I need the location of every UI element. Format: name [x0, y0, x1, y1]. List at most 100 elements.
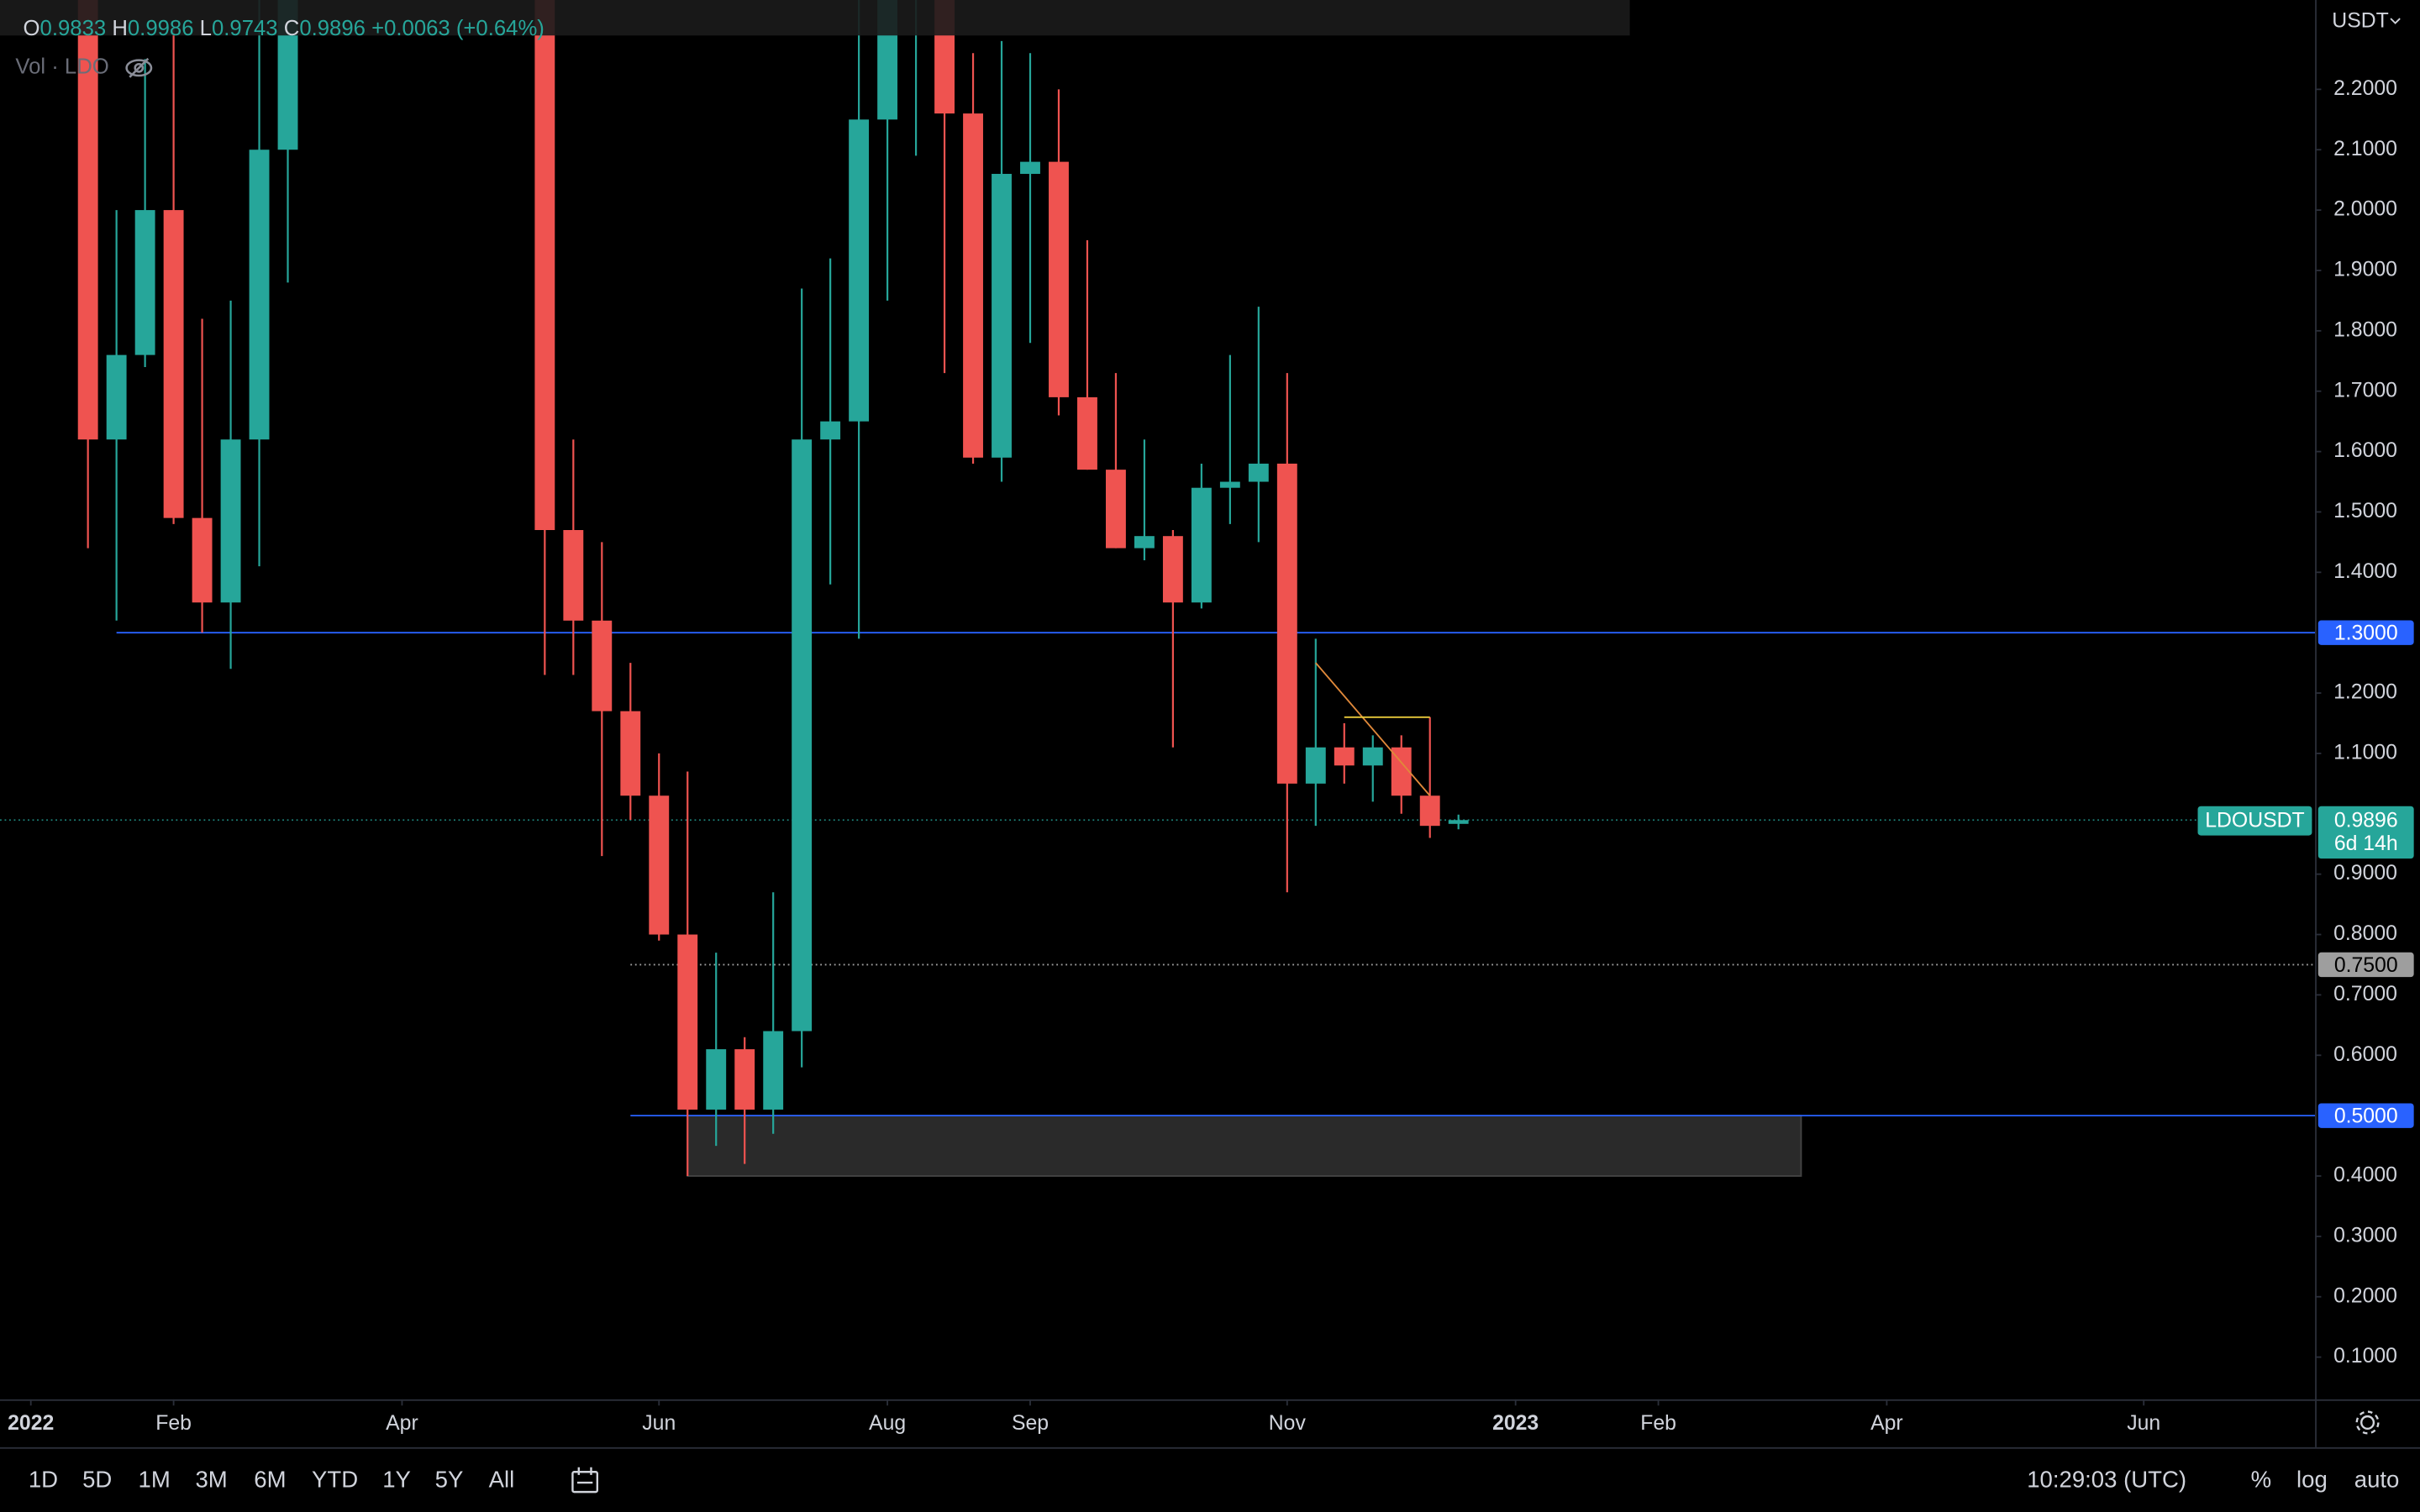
candle-body — [706, 1049, 727, 1110]
candle-body — [77, 0, 98, 440]
last-price-tag — [2317, 806, 2414, 859]
date-range-icon[interactable] — [571, 1467, 599, 1494]
range-button[interactable]: 1Y — [382, 1467, 411, 1493]
candle-body — [620, 711, 641, 796]
toolbar: 1D 5D 1M 3M 6M YTD 1Y 5Y All 10:29:03 (UTC)% log au… — [29, 1467, 2400, 1493]
ohlc-change: +0.0063 (+0.64%) — [371, 17, 544, 40]
candle-body — [1448, 820, 1469, 824]
level-tag — [2317, 620, 2414, 645]
x-tick-label: 2023 — [1492, 1412, 1539, 1435]
y-tick-label: 0.3000 — [2333, 1224, 2397, 1247]
range-button[interactable]: 1M — [139, 1467, 171, 1493]
candle-body — [163, 210, 184, 518]
legend-bar — [0, 0, 1630, 36]
x-tick-label: Jun — [2127, 1412, 2160, 1435]
level-tag — [2317, 1103, 2414, 1128]
ohlc-legend: O0.9833 H0.9986 L0.9743 C0.9896 +0.0063 … — [24, 17, 544, 40]
level-label: 0.5000 — [2334, 1105, 2398, 1128]
plot-area — [0, 0, 2316, 1177]
candle-body — [1134, 536, 1155, 549]
candle-body — [592, 620, 613, 711]
candle-body — [1248, 463, 1269, 482]
candle-body — [1020, 161, 1040, 174]
range-button[interactable]: 6M — [254, 1467, 286, 1493]
last-price-label: 0.9896 — [2334, 810, 2398, 832]
ohlc-key: O — [24, 17, 40, 40]
x-tick-label: Apr — [386, 1412, 418, 1435]
x-tick-label: Nov — [1269, 1412, 1307, 1435]
ohlc-key: H — [112, 17, 128, 40]
y-tick-label: 0.7000 — [2333, 983, 2397, 1005]
range-button[interactable]: All — [489, 1467, 515, 1493]
candle-body — [534, 0, 555, 531]
settings-icon[interactable] — [2355, 1410, 2380, 1435]
ohlc-key: C — [284, 17, 300, 40]
candle-body — [249, 150, 270, 440]
range-button[interactable]: 1D — [29, 1467, 58, 1493]
candle-body — [1276, 463, 1297, 784]
y-tick-label: 1.1000 — [2333, 741, 2397, 764]
symbol-label: LDOUSDT — [2205, 810, 2304, 832]
candle-body — [192, 517, 213, 603]
x-tick-label: Feb — [155, 1412, 192, 1435]
candle-body — [649, 795, 670, 935]
y-tick-label: 2.1000 — [2333, 138, 2397, 160]
y-tick-label: 1.5000 — [2333, 500, 2397, 522]
y-tick-label: 1.8000 — [2333, 318, 2397, 341]
x-tick-label: Aug — [869, 1412, 906, 1435]
candle-body — [992, 173, 1012, 458]
ohlc-key: L — [200, 17, 212, 40]
x-tick-label: 2022 — [8, 1412, 54, 1435]
x-tick-label: Feb — [1640, 1412, 1676, 1435]
candle-body — [1391, 747, 1412, 796]
x-tick-label: Apr — [1870, 1412, 1903, 1435]
y-tick-label: 0.2000 — [2333, 1284, 2397, 1307]
candle-body — [1305, 747, 1326, 784]
indicator-label[interactable]: Vol · LDO — [15, 55, 108, 79]
candle-body — [563, 530, 584, 621]
y-tick-label: 0.6000 — [2333, 1043, 2397, 1066]
ohlc-value: 0.9896 — [299, 17, 366, 40]
scale-option[interactable]: auto — [2354, 1467, 2400, 1493]
y-tick-label: 0.9000 — [2333, 862, 2397, 885]
hide-icon[interactable] — [125, 57, 153, 78]
clock: 10:29:03 (UTC) — [2027, 1467, 2186, 1493]
x-tick-label: Jun — [642, 1412, 676, 1435]
candle-body — [220, 439, 241, 603]
candle-body — [134, 210, 155, 355]
candle-body — [1362, 747, 1383, 766]
candle-body — [820, 421, 841, 440]
range-button[interactable]: 5D — [82, 1467, 112, 1493]
y-tick-label: 1.9000 — [2333, 259, 2397, 281]
x-tick-label: Sep — [1012, 1412, 1049, 1435]
candle-body — [734, 1049, 755, 1110]
range-button[interactable]: 3M — [195, 1467, 227, 1493]
currency-label[interactable]: USDT — [2332, 9, 2388, 32]
ohlc-value: 0.9833 — [40, 17, 107, 40]
y-tick-label: 1.4000 — [2333, 560, 2397, 583]
currency-chevron[interactable] — [2390, 18, 2401, 24]
range-button[interactable]: YTD — [312, 1467, 358, 1493]
range-button[interactable]: 5Y — [435, 1467, 464, 1493]
scale-option[interactable]: % — [2251, 1467, 2272, 1493]
candle-body — [1219, 481, 1240, 488]
candle-body — [1191, 487, 1212, 603]
candle-body — [106, 354, 127, 440]
trendline — [1315, 662, 1431, 796]
symbol-tag — [2197, 806, 2312, 836]
zone — [687, 1115, 1802, 1177]
candle-body — [1106, 470, 1126, 549]
countdown-label: 6d 14h — [2334, 832, 2398, 855]
y-tick-label: 0.4000 — [2333, 1164, 2397, 1187]
candle-body — [763, 1031, 784, 1110]
candle-body — [963, 113, 983, 458]
scale-option[interactable]: log — [2296, 1467, 2328, 1493]
candle-body — [1049, 161, 1069, 397]
y-tick-label: 0.8000 — [2333, 922, 2397, 945]
y-tick-label: 2.2000 — [2333, 77, 2397, 100]
y-tick-label: 2.0000 — [2333, 198, 2397, 221]
level-label: 1.3000 — [2334, 622, 2398, 645]
